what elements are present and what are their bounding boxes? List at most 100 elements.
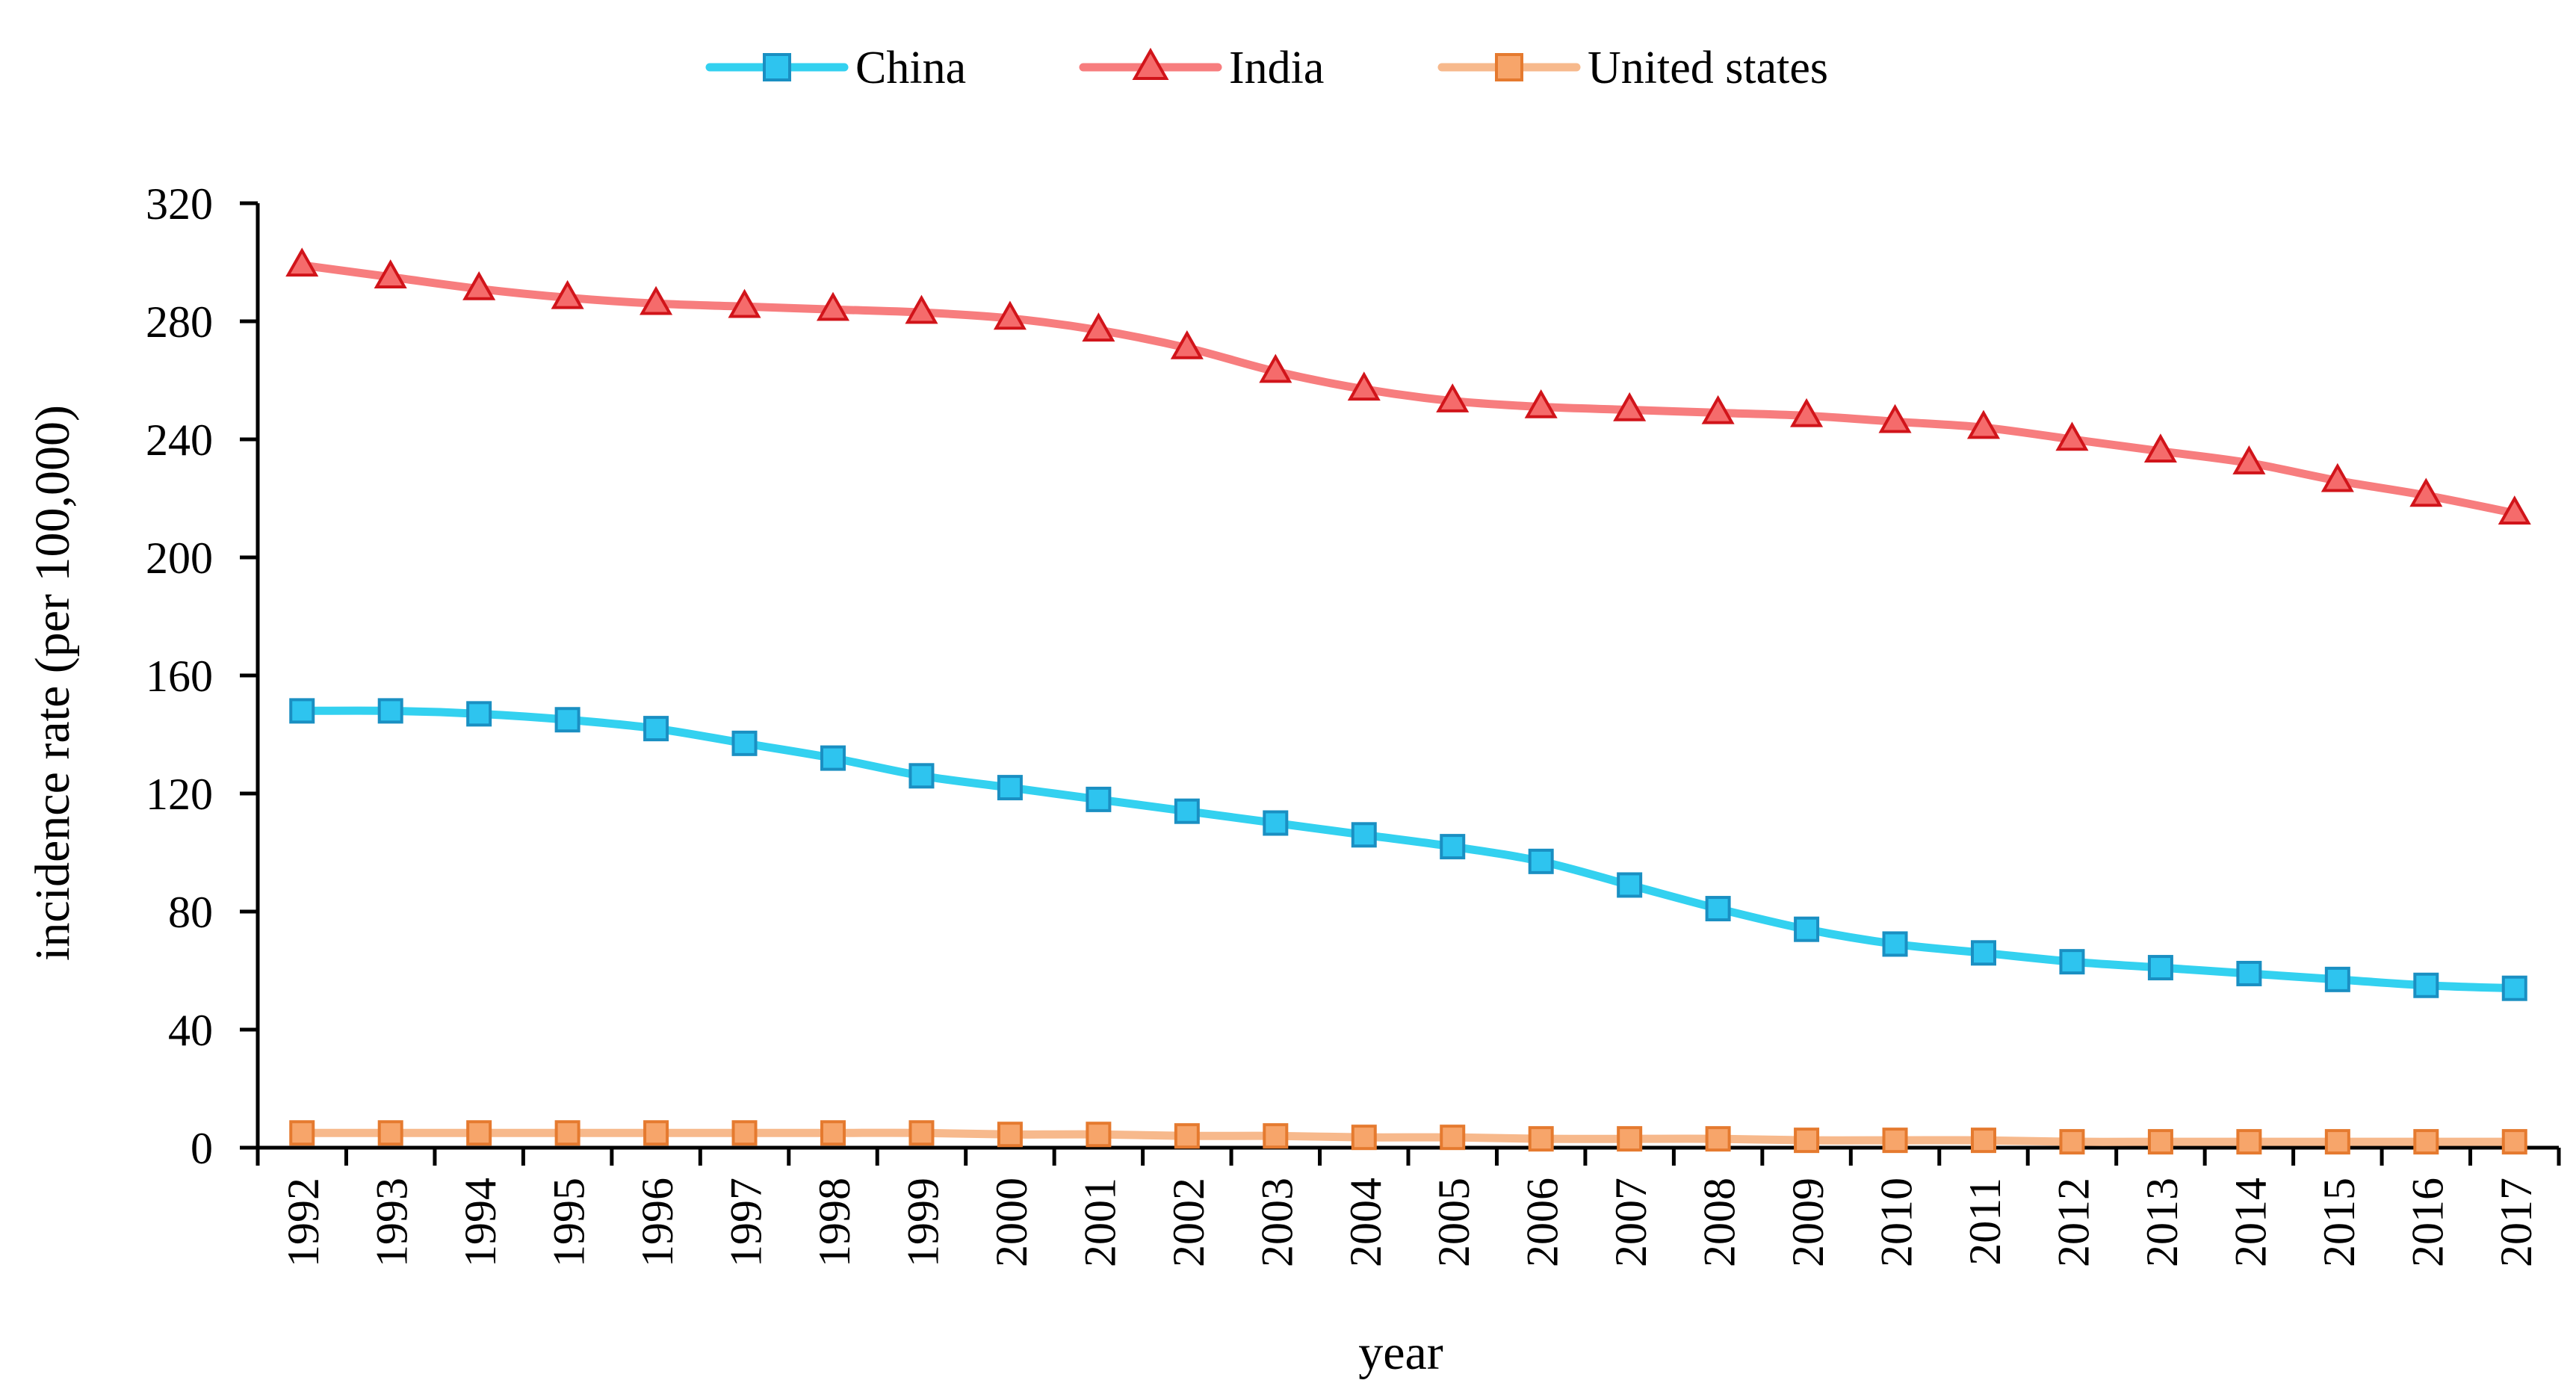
series-line-india (297, 261, 2519, 518)
data-point-china (1617, 872, 1643, 898)
data-point-united-states (2413, 1129, 2439, 1155)
data-point-united-states (2236, 1129, 2262, 1155)
legend-item-united-states: United states (1437, 43, 1828, 93)
data-point-united-states (2059, 1129, 2085, 1155)
y-tick-label: 80 (168, 888, 213, 937)
data-point-india (1878, 403, 1912, 433)
data-point-united-states (289, 1120, 315, 1146)
series-united-states (289, 1120, 2527, 1155)
data-point-china (289, 698, 315, 724)
x-tick-label: 2013 (2137, 1178, 2187, 1267)
data-point-china (377, 698, 403, 724)
y-tick-label: 120 (146, 770, 213, 819)
data-point-china (643, 716, 669, 742)
data-point-china (1440, 834, 1466, 860)
x-axis-title: year (1358, 1326, 1443, 1380)
y-tick-label: 0 (191, 1124, 213, 1173)
x-tick-label: 1992 (279, 1178, 328, 1267)
data-point-united-states (731, 1120, 758, 1146)
legend: China India United states (705, 43, 1828, 93)
x-tick-label: 2017 (2492, 1178, 2541, 1267)
x-tick-label: 1996 (633, 1178, 682, 1267)
data-point-india (1966, 409, 2001, 439)
legend-label: China (855, 43, 966, 93)
x-tick-label: 2007 (1606, 1178, 1656, 1267)
data-point-united-states (1794, 1128, 1820, 1154)
data-point-united-states (1705, 1126, 1731, 1152)
data-point-india (1436, 383, 1470, 412)
data-point-india (1347, 371, 1381, 401)
x-tick-label: 2004 (1341, 1178, 1390, 1267)
data-point-india (640, 285, 673, 315)
y-axis-title: incidence rate (per 100,000) (25, 405, 80, 961)
data-point-china (2324, 966, 2350, 992)
data-point-china (1971, 940, 1996, 966)
y-tick-label: 160 (146, 652, 213, 701)
x-tick-label: 2012 (2049, 1178, 2098, 1267)
plot-area (285, 247, 2531, 1155)
data-point-china (554, 707, 580, 733)
x-tick-label: 1998 (810, 1178, 859, 1267)
series-line-china (297, 706, 2519, 993)
data-point-united-states (2501, 1129, 2527, 1155)
data-point-united-states (1440, 1125, 1466, 1151)
data-point-united-states (1528, 1126, 1554, 1152)
legend-label: United states (1588, 43, 1828, 93)
data-point-china (466, 701, 492, 727)
series-line-united-states (297, 1128, 2519, 1146)
x-tick-label: 1999 (898, 1178, 947, 1267)
data-point-united-states (1882, 1128, 1908, 1154)
x-tick-label: 2015 (2315, 1178, 2364, 1267)
data-point-united-states (1617, 1126, 1643, 1152)
data-point-china (2501, 975, 2527, 1001)
data-point-china (1086, 786, 1112, 812)
data-point-united-states (997, 1122, 1023, 1148)
y-tick-label: 200 (146, 533, 213, 583)
data-point-united-states (1351, 1125, 1377, 1151)
data-point-china (820, 745, 846, 771)
data-point-china (908, 763, 935, 789)
x-ticks: 1992 1993 1994 1995 1996 1997 1998 1999 2000 2001… (256, 1148, 2561, 1267)
x-tick-label: 2014 (2226, 1178, 2275, 1267)
x-tick-label: 2006 (1518, 1178, 1567, 1267)
data-point-india (1701, 395, 1735, 424)
data-point-india (816, 291, 850, 321)
data-point-india (1082, 312, 1115, 342)
x-tick-label: 2011 (1960, 1178, 2010, 1266)
data-point-united-states (908, 1120, 935, 1146)
data-point-china (1351, 822, 1377, 848)
data-point-india (285, 247, 319, 277)
data-point-china (997, 775, 1023, 801)
legend-item-india: India (1079, 43, 1324, 93)
x-tick-label: 2010 (1872, 1178, 1922, 1267)
data-point-india (993, 300, 1027, 330)
data-point-united-states (1263, 1123, 1289, 1149)
data-point-china (1528, 848, 1554, 874)
data-point-china (2413, 972, 2439, 998)
data-point-china (1705, 896, 1731, 922)
y-ticks: 0 40 80 120 160 200 240 280 320 (146, 179, 258, 1173)
data-point-india (462, 270, 496, 300)
legend-marker (1495, 53, 1523, 81)
data-point-united-states (2324, 1129, 2350, 1155)
data-point-india (1613, 392, 1647, 421)
data-point-china (2059, 949, 2085, 975)
data-point-india (2143, 433, 2177, 463)
data-point-united-states (1971, 1128, 1996, 1154)
data-point-india (2409, 477, 2443, 507)
x-tick-label: 2002 (1164, 1178, 1213, 1267)
y-tick-label: 280 (146, 297, 213, 347)
legend-marker (763, 53, 791, 81)
data-point-india (2320, 463, 2354, 492)
data-point-india (374, 259, 407, 288)
data-point-india (1524, 389, 1558, 418)
x-tick-label: 2009 (1783, 1178, 1833, 1267)
y-tick-label: 240 (146, 415, 213, 465)
series-china (289, 698, 2527, 1001)
data-point-united-states (643, 1120, 669, 1146)
data-point-india (2055, 421, 2089, 451)
x-tick-label: 1993 (368, 1178, 417, 1267)
data-point-united-states (1174, 1123, 1200, 1149)
x-tick-label: 2016 (2403, 1178, 2452, 1267)
